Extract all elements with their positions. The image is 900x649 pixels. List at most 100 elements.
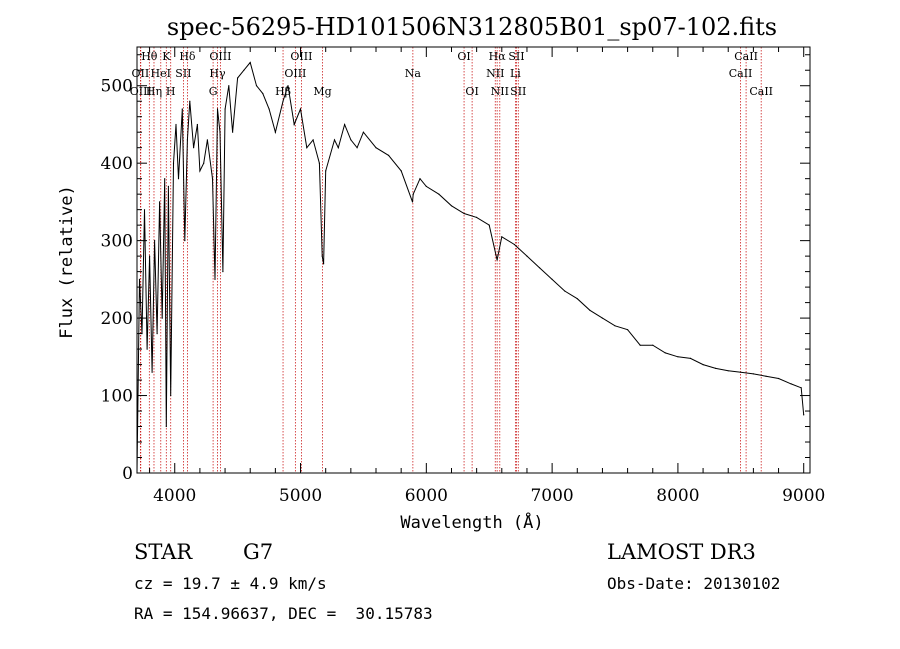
data-point-0-60 [400,170,402,172]
data-point-0-33 [228,85,230,87]
data-point-0-36 [243,69,245,71]
data-point-0-75 [551,278,553,280]
line-label-22: SII [508,50,524,63]
data-point-0-23 [196,123,198,126]
data-point-0-69 [488,224,490,226]
x-axis-label: Wavelength (Å) [400,511,543,533]
x-tick-label-5: 9000 [782,486,825,506]
line-label-20: NII [486,67,504,80]
data-point-0-24 [199,170,201,172]
observation-date: Obs-Date: 20130102 [607,574,781,593]
data-point-0-13 [167,185,169,187]
line-label-26: CaII [729,67,753,80]
data-point-0-12 [165,425,167,428]
data-point-0-67 [463,212,465,215]
data-point-0-25 [203,162,205,164]
data-point-0-65 [438,193,440,195]
line-label-0: Hθ [141,50,158,63]
data-point-0-94 [790,383,792,385]
x-tick-label-3: 7000 [530,486,573,506]
data-point-0-11 [164,178,166,180]
data-point-0-14 [170,394,172,397]
line-label-3: K [162,50,171,63]
data-point-0-4 [146,348,148,350]
data-point-0-19 [184,240,186,242]
data-point-0-32 [224,108,226,110]
data-point-0-44 [293,123,295,126]
data-point-0-63 [419,178,421,180]
line-label-1: OII [132,67,150,80]
data-point-0-42 [282,100,284,102]
data-point-0-72 [513,243,516,246]
data-point-0-34 [232,131,234,133]
data-point-0-70 [496,259,498,261]
data-point-0-1 [138,278,141,280]
data-point-0-46 [306,147,308,149]
data-point-0-17 [177,178,180,180]
data-point-0-59 [388,154,390,156]
data-point-0-95 [800,387,802,389]
line-label-17: OI [457,50,470,63]
data-point-0-83 [652,344,654,346]
line-label-16: Na [405,67,422,80]
chart-title: spec-56295-HD101506N312805B01_sp07-102.f… [167,13,777,41]
line-label-7: H [166,85,176,98]
data-point-0-55 [350,139,352,141]
data-point-0-18 [181,108,183,110]
data-point-0-79 [601,317,604,319]
x-tick-label-2: 6000 [405,486,448,506]
x-tick-label-0: 4000 [153,486,196,506]
line-label-24: SII [510,85,526,98]
data-point-0-78 [589,309,591,311]
data-point-0-39 [262,92,264,95]
data-point-0-51 [325,170,327,172]
data-point-0-80 [614,325,616,327]
line-label-27: CaII [749,85,773,98]
data-point-0-40 [268,108,270,110]
data-point-0-22 [193,147,195,149]
data-point-0-96 [803,414,805,416]
y-tick-label-2: 200 [101,309,133,329]
data-point-0-50 [323,263,325,265]
data-point-0-93 [778,377,780,380]
data-point-0-90 [740,371,742,373]
line-label-11: G [209,85,218,98]
data-point-0-21 [189,100,191,102]
data-point-0-16 [175,123,177,126]
data-point-0-48 [318,162,320,164]
object-subclass: G7 [243,540,274,564]
data-point-0-74 [538,267,541,269]
data-point-0-37 [249,61,251,64]
data-point-0-45 [299,108,302,110]
data-point-0-47 [312,139,314,141]
data-point-0-76 [564,290,566,292]
object-type: STAR [134,540,193,564]
data-point-0-20 [186,139,188,141]
line-label-10: Hγ [209,67,226,80]
data-point-0-56 [356,147,358,149]
data-point-0-81 [627,329,629,331]
x-tick-label-1: 5000 [279,486,322,506]
x-tick-label-4: 8000 [656,486,699,506]
data-point-0-41 [274,131,276,133]
data-point-0-62 [412,193,414,195]
data-point-0-3 [143,209,146,211]
data-point-0-27 [211,178,214,180]
y-axis-ticks: 0 100 200 300 400 500 [101,54,810,484]
x-axis-ticks: 4000 5000 6000 7000 8000 9000 [149,47,825,506]
line-label-19: Hα [489,50,507,63]
data-point-0-89 [727,370,729,372]
data-point-0-92 [765,375,767,377]
data-point-0-57 [362,131,364,133]
data-point-0-9 [159,201,161,203]
data-point-0-8 [156,333,158,335]
data-point-0-58 [375,147,377,149]
y-tick-label-1: 100 [101,387,133,407]
line-label-4: HeI [151,67,171,80]
y-tick-label-0: 0 [122,464,133,484]
data-point-0-84 [664,352,666,354]
flux-series [136,61,805,474]
data-point-0-86 [689,357,692,359]
